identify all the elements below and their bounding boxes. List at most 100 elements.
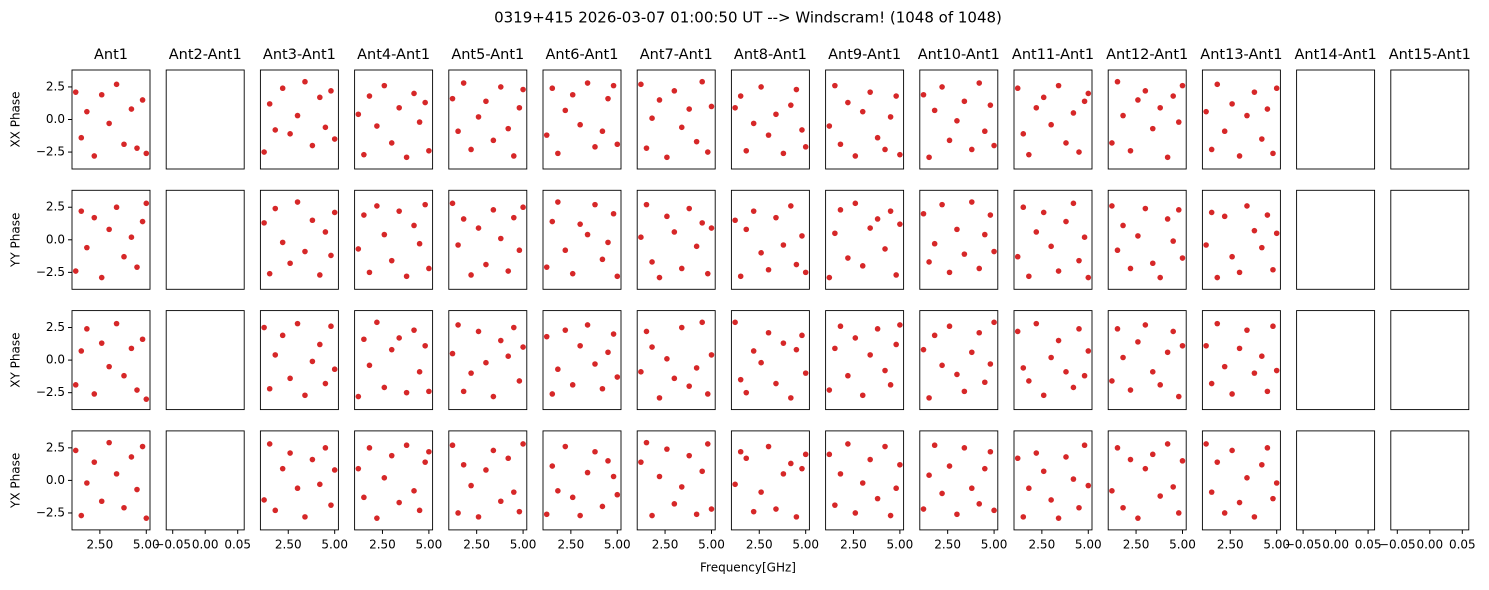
- point: [139, 336, 146, 343]
- point: [261, 324, 267, 331]
- point: [287, 260, 293, 267]
- point: [475, 328, 482, 335]
- panel-frame: [354, 189, 434, 290]
- point: [569, 494, 576, 501]
- point: [549, 218, 556, 225]
- x-tick-label: 2.50: [934, 537, 961, 551]
- point: [511, 489, 517, 495]
- point: [1033, 320, 1040, 327]
- point: [1264, 388, 1271, 395]
- x-tick-label: 5.00: [981, 537, 1008, 551]
- point: [516, 104, 523, 111]
- point: [887, 114, 894, 120]
- point: [976, 329, 983, 336]
- point: [505, 455, 512, 462]
- point: [1229, 101, 1235, 107]
- point: [773, 506, 779, 512]
- point: [355, 246, 362, 252]
- point: [737, 93, 744, 99]
- point: [483, 261, 489, 268]
- x-tick-label: 5.00: [604, 537, 631, 551]
- point: [939, 490, 945, 497]
- point: [852, 335, 859, 341]
- point: [765, 266, 772, 273]
- point: [954, 511, 960, 518]
- point: [1164, 349, 1171, 356]
- point: [638, 234, 644, 240]
- point: [396, 335, 402, 341]
- panel-frame: [730, 189, 810, 290]
- point: [649, 115, 655, 121]
- point: [758, 359, 764, 366]
- point: [328, 252, 334, 259]
- point: [422, 99, 428, 106]
- point: [1244, 327, 1250, 333]
- point: [1149, 125, 1156, 132]
- point: [261, 149, 267, 155]
- point: [920, 91, 927, 98]
- point: [664, 355, 670, 362]
- point: [91, 153, 98, 159]
- point: [961, 388, 968, 395]
- point: [693, 138, 700, 145]
- point: [272, 127, 279, 133]
- point: [460, 216, 467, 222]
- x-tick-label: 5.00: [133, 537, 160, 551]
- point: [317, 481, 323, 488]
- point: [638, 459, 644, 465]
- point: [317, 94, 323, 101]
- point: [562, 443, 569, 450]
- point: [584, 80, 591, 86]
- point: [643, 145, 650, 151]
- point: [1149, 369, 1156, 375]
- point: [1259, 136, 1265, 142]
- x-tick-label: 2.50: [840, 537, 867, 551]
- point: [1014, 328, 1021, 335]
- point: [954, 226, 960, 233]
- point: [859, 392, 866, 399]
- point: [1076, 504, 1082, 511]
- point: [982, 231, 988, 238]
- panel-frame: [542, 310, 622, 411]
- point: [1114, 445, 1121, 451]
- point: [490, 393, 497, 400]
- panel-frame: [636, 69, 716, 170]
- point: [1236, 499, 1243, 506]
- point: [897, 221, 903, 227]
- x-tick-label: 5.00: [792, 537, 819, 551]
- point: [610, 210, 617, 217]
- point: [961, 445, 968, 451]
- panel-frame: [1296, 189, 1376, 290]
- point: [678, 324, 685, 331]
- point: [599, 128, 606, 135]
- point: [867, 456, 873, 463]
- point: [1179, 342, 1186, 349]
- point: [411, 488, 417, 494]
- point: [366, 269, 373, 276]
- point: [72, 382, 79, 388]
- point: [793, 514, 800, 520]
- panel-frame: [1390, 189, 1470, 290]
- x-tick-label: 5.00: [887, 537, 914, 551]
- y-tick-label: 0.0: [46, 232, 65, 246]
- point: [882, 367, 888, 374]
- point: [516, 508, 523, 515]
- point: [1229, 391, 1235, 397]
- point: [1149, 451, 1156, 458]
- panel-frame: [730, 69, 810, 170]
- point: [987, 212, 994, 218]
- x-tick-label: 2.50: [463, 537, 490, 551]
- point: [699, 220, 705, 226]
- point: [1135, 233, 1141, 239]
- point: [1135, 515, 1141, 521]
- point: [287, 450, 293, 456]
- point: [743, 455, 750, 462]
- point: [455, 322, 461, 328]
- point: [449, 200, 456, 207]
- point: [84, 244, 90, 251]
- point: [516, 247, 523, 254]
- point: [1014, 85, 1021, 92]
- point: [954, 118, 960, 124]
- y-tick-label: 2.5: [46, 320, 65, 334]
- point: [1070, 110, 1077, 116]
